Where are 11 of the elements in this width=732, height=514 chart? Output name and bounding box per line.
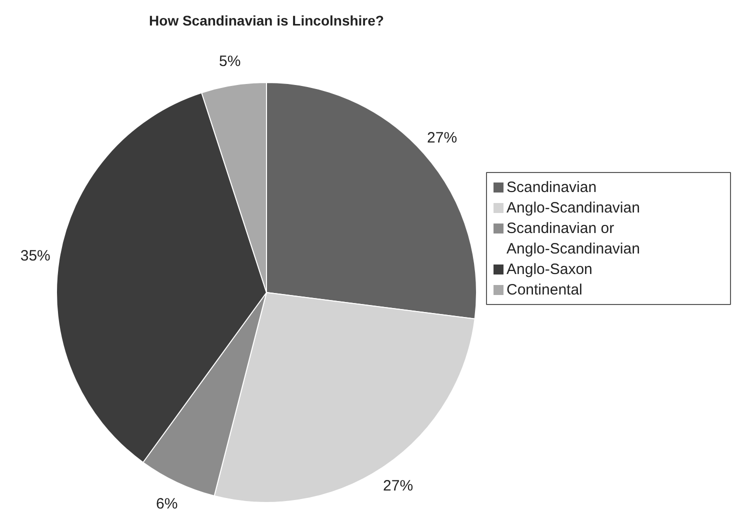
data-label: 6% [156, 496, 178, 513]
chart-title: How Scandinavian is Lincolnshire? [149, 12, 384, 28]
legend-label: Continental [506, 282, 582, 298]
legend-label: Anglo-Scandinavian [506, 200, 640, 216]
legend-label: Scandinavian or Anglo-Scandinavian [506, 220, 640, 258]
data-label: 5% [219, 52, 241, 70]
data-label: 27% [383, 478, 414, 495]
data-label: 27% [427, 129, 458, 146]
data-label: 35% [20, 247, 50, 264]
legend-label: Scandinavian [506, 179, 597, 196]
legend-label: Anglo-Saxon [506, 261, 592, 278]
